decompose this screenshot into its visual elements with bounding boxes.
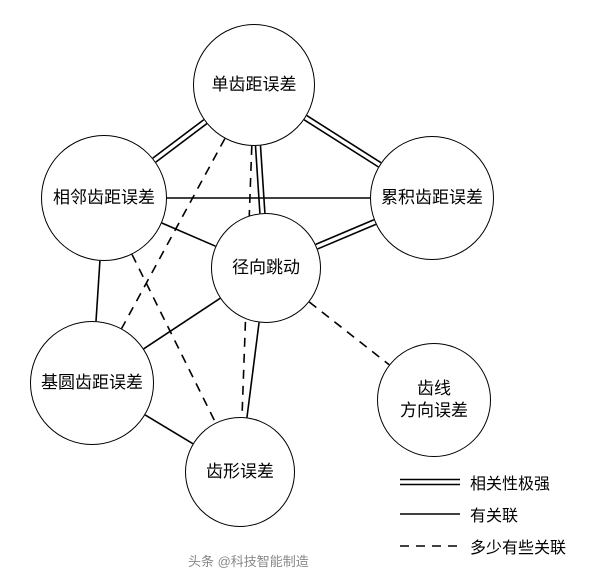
node-label: 齿线方向误差: [400, 378, 468, 422]
node-label: 单齿距误差: [212, 74, 297, 96]
node-n7: 齿形误差: [185, 417, 295, 527]
legend-swatch: [400, 536, 460, 556]
node-n4: 径向跳动: [211, 213, 321, 323]
legend-swatch: [400, 472, 460, 492]
node-n5: 基圆齿距误差: [30, 321, 154, 445]
legend: 相关性极强有关联多少有些关联: [400, 470, 566, 566]
legend-label: 有关联: [470, 502, 518, 526]
node-label: 齿形误差: [206, 461, 274, 483]
node-label: 基圆齿距误差: [41, 372, 143, 394]
legend-label: 相关性极强: [470, 470, 550, 494]
node-n6: 齿线方向误差: [377, 343, 491, 457]
node-n1: 单齿距误差: [193, 24, 315, 146]
node-label: 相邻齿距误差: [53, 187, 155, 209]
watermark: 头条 @科技智能制造: [188, 551, 309, 570]
node-label: 径向跳动: [232, 257, 300, 279]
legend-row-dashed: 多少有些关联: [400, 534, 566, 558]
node-n2: 相邻齿距误差: [41, 135, 167, 261]
legend-row-solid: 有关联: [400, 502, 566, 526]
legend-label: 多少有些关联: [470, 534, 566, 558]
node-label: 累积齿距误差: [381, 187, 483, 209]
legend-swatch: [400, 504, 460, 524]
node-n3: 累积齿距误差: [370, 136, 494, 260]
legend-row-double: 相关性极强: [400, 470, 566, 494]
